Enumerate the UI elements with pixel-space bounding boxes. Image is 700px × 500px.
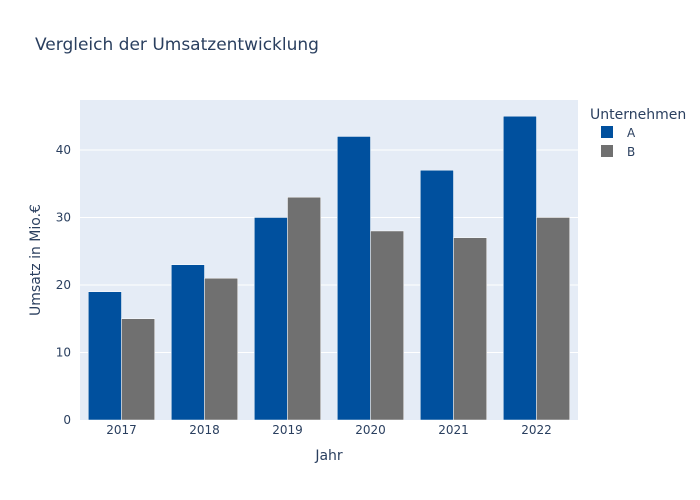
x-tick-label: 2019 bbox=[272, 423, 303, 437]
bar-b-2021[interactable] bbox=[453, 237, 487, 421]
plot-area bbox=[80, 100, 578, 420]
x-tick-label: 2018 bbox=[189, 423, 220, 437]
x-tick-label: 2022 bbox=[521, 423, 552, 437]
legend-label-b[interactable]: B bbox=[627, 145, 635, 159]
bar-a-2019[interactable] bbox=[254, 217, 288, 421]
bar-b-2017[interactable] bbox=[121, 318, 155, 421]
bar-a-2018[interactable] bbox=[171, 264, 205, 421]
y-tick-label: 10 bbox=[56, 345, 71, 359]
x-axis-label: Jahr bbox=[314, 448, 343, 464]
x-tick-label: 2021 bbox=[438, 423, 469, 437]
y-tick-label: 40 bbox=[56, 143, 71, 157]
bar-a-2022[interactable] bbox=[503, 115, 537, 421]
x-tick-label: 2020 bbox=[355, 423, 386, 437]
bar-b-2019[interactable] bbox=[287, 196, 321, 421]
chart-title: Vergleich der Umsatzentwicklung bbox=[35, 35, 319, 55]
x-tick-label: 2017 bbox=[106, 423, 137, 437]
legend-title: Unternehmen bbox=[590, 107, 686, 123]
bar-a-2020[interactable] bbox=[337, 136, 371, 421]
bars bbox=[88, 115, 570, 421]
y-tick-labels: 0 10 20 30 40 bbox=[56, 143, 71, 427]
y-tick-label: 0 bbox=[63, 413, 71, 427]
legend-swatch-b[interactable] bbox=[601, 145, 613, 157]
bar-a-2021[interactable] bbox=[420, 169, 454, 421]
bar-a-2017[interactable] bbox=[88, 291, 122, 421]
legend-label-a[interactable]: A bbox=[627, 126, 636, 140]
bar-b-2018[interactable] bbox=[204, 277, 238, 421]
legend-swatch-a[interactable] bbox=[601, 126, 613, 138]
bar-b-2022[interactable] bbox=[536, 217, 570, 421]
y-tick-label: 30 bbox=[56, 210, 71, 224]
x-tick-labels: 2017 2018 2019 2020 2021 2022 bbox=[106, 423, 552, 437]
gridlines bbox=[80, 149, 578, 353]
bar-b-2020[interactable] bbox=[370, 230, 404, 421]
legend: Unternehmen A B bbox=[590, 107, 686, 159]
y-axis-label: Umsatz in Mio.€ bbox=[28, 204, 44, 316]
y-tick-label: 20 bbox=[56, 278, 71, 292]
